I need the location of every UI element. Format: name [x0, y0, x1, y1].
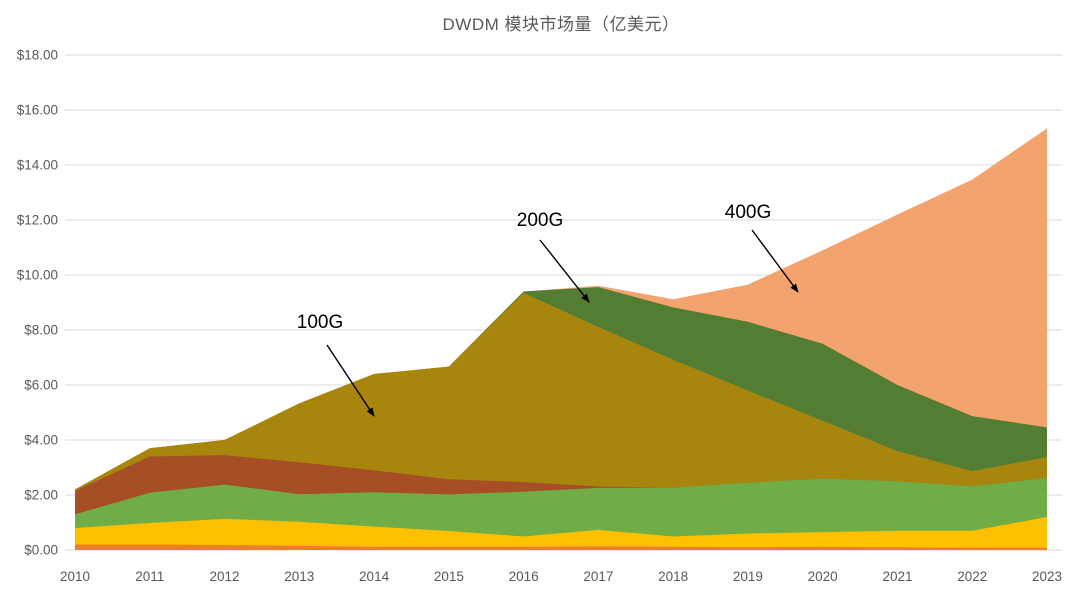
- y-tick-label: $12.00: [17, 213, 58, 228]
- x-tick-label: 2017: [583, 569, 613, 584]
- y-tick-label: $8.00: [24, 323, 58, 338]
- y-tick-label: $4.00: [24, 433, 58, 448]
- y-tick-label: $18.00: [17, 48, 58, 63]
- x-tick-label: 2020: [808, 569, 838, 584]
- y-axis-labels: $0.00 $2.00 $4.00 $6.00 $8.00 $10.00 $12.00 $14…: [17, 48, 58, 558]
- x-tick-label: 2023: [1032, 569, 1062, 584]
- annotation-arrow-100G: [326, 344, 375, 417]
- area-unlabeled-yellow: [75, 517, 1047, 550]
- annotation-label-200G: 200G: [517, 210, 563, 231]
- x-tick-label: 2012: [210, 569, 240, 584]
- y-tick-label: $6.00: [24, 378, 58, 393]
- x-tick-label: 2022: [957, 569, 987, 584]
- x-axis-labels: 2010 2011 2012 2013 2014 2015 2016 2017 2018 2019…: [60, 569, 1062, 584]
- x-tick-label: 2013: [284, 569, 314, 584]
- annotations: 100G 200G 400G: [297, 202, 799, 417]
- annotation-arrow-400G: [751, 229, 799, 293]
- x-tick-label: 2021: [882, 569, 912, 584]
- x-tick-label: 2010: [60, 569, 90, 584]
- annotation-label-100G: 100G: [297, 312, 343, 333]
- x-tick-label: 2018: [658, 569, 688, 584]
- y-tick-label: $0.00: [24, 543, 58, 558]
- area-unlabeled-orange: [75, 544, 1047, 550]
- chart-title: DWDM 模块市场量（亿美元）: [442, 15, 680, 34]
- y-tick-label: $2.00: [24, 488, 58, 503]
- y-tick-label: $10.00: [17, 268, 58, 283]
- y-tick-label: $14.00: [17, 158, 58, 173]
- annotation-arrow-200G: [539, 239, 590, 303]
- x-tick-label: 2014: [359, 569, 390, 584]
- x-tick-label: 2015: [434, 569, 464, 584]
- x-tick-label: 2016: [509, 569, 539, 584]
- x-tick-label: 2011: [135, 569, 164, 584]
- annotation-label-400G: 400G: [725, 202, 771, 223]
- y-tick-label: $16.00: [17, 103, 58, 118]
- area-series: [75, 128, 1047, 550]
- x-tick-label: 2019: [733, 569, 763, 584]
